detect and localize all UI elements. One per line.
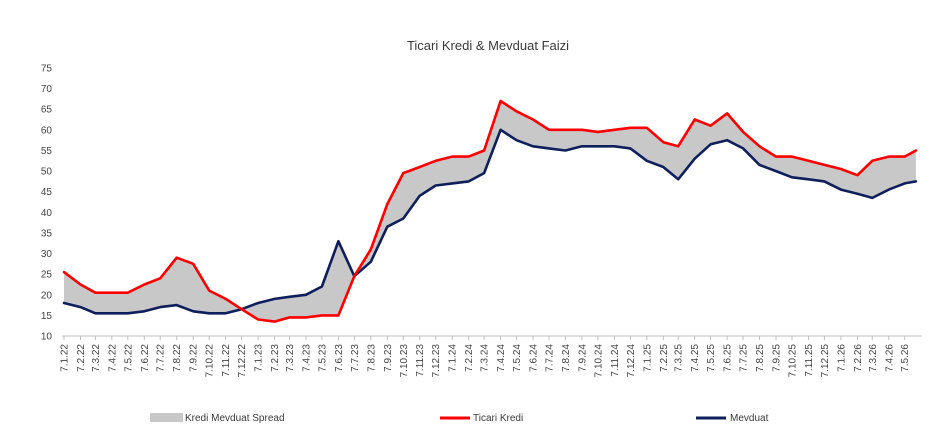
x-tick-label: 7.2.23	[270, 344, 281, 372]
x-tick-label: 7.9.22	[189, 344, 200, 372]
x-tick-label: 7.9.24	[577, 344, 588, 372]
x-tick-label: 7.1.26	[836, 344, 847, 372]
x-tick-label: 7.4.24	[496, 344, 507, 372]
x-tick-label: 7.8.24	[561, 344, 572, 372]
x-tick-label: 7.4.23	[301, 344, 312, 372]
x-tick-label: 7.1.24	[448, 344, 459, 372]
x-tick-label: 7.8.22	[172, 344, 183, 372]
x-tick-label: 7.7.24	[544, 344, 555, 372]
x-tick-label: 7.10.22	[205, 344, 216, 378]
x-tick-label: 7.10.25	[787, 344, 798, 378]
x-tick-label: 7.6.25	[723, 344, 734, 372]
x-tick-label: 7.8.25	[755, 344, 766, 372]
y-tick-label: 70	[41, 84, 53, 95]
series-line-mevduat	[62, 128, 918, 315]
x-tick-label: 7.5.24	[512, 344, 523, 372]
y-tick-label: 50	[41, 167, 53, 178]
y-tick-label: 20	[41, 290, 53, 301]
y-tick-label: 30	[41, 249, 53, 260]
series-line-ticari-kredi	[62, 99, 918, 323]
plot-area	[62, 99, 918, 323]
y-tick-label: 10	[41, 332, 53, 343]
x-tick-label: 7.4.26	[884, 344, 895, 372]
x-tick-label: 7.2.26	[853, 344, 864, 372]
x-tick-label: 7.10.23	[399, 344, 410, 378]
x-tick-label: 7.7.25	[739, 344, 750, 372]
x-tick-label: 7.6.24	[529, 344, 540, 372]
legend-swatch-spread	[150, 413, 183, 422]
y-axis: 10 15 20 25 30 35 40 45 50 55 60 65 70 75	[41, 64, 53, 343]
x-tick-label: 7.1.22	[60, 344, 71, 372]
x-tick-label: 7.11.25	[804, 344, 815, 377]
legend: Kredi Mevduat Spread Ticari Kredi Mevdua…	[150, 413, 769, 424]
x-tick-label: 7.12.24	[626, 344, 637, 378]
x-tick-label: 7.12.23	[431, 344, 442, 378]
x-tick-label: 7.7.23	[350, 344, 361, 372]
y-tick-label: 40	[41, 208, 53, 219]
y-tick-label: 75	[41, 64, 53, 75]
x-tick-label: 7.11.24	[610, 344, 621, 377]
spread-band	[64, 101, 916, 322]
x-tick-label: 7.3.26	[868, 344, 879, 372]
legend-label-spread: Kredi Mevduat Spread	[185, 413, 285, 424]
x-tick-label: 7.6.23	[334, 344, 345, 372]
x-tick-label: 7.3.24	[480, 344, 491, 372]
y-tick-label: 15	[41, 311, 53, 322]
x-tick-label: 7.5.23	[317, 344, 328, 372]
x-tick-label: 7.3.25	[674, 344, 685, 372]
x-tick-label: 7.8.23	[366, 344, 377, 372]
x-tick-label: 7.3.23	[285, 344, 296, 372]
x-tick-label: 7.7.22	[156, 344, 167, 372]
legend-label-mevduat: Mevduat	[730, 413, 769, 424]
y-tick-label: 35	[41, 228, 53, 239]
x-tick-label: 7.2.24	[464, 344, 475, 372]
x-tick-label: 7.4.22	[107, 344, 118, 372]
y-tick-label: 60	[41, 125, 53, 136]
x-tick-label: 7.10.24	[593, 344, 604, 378]
legend-label-ticari-kredi: Ticari Kredi	[473, 413, 523, 424]
x-tick-label: 7.4.25	[690, 344, 701, 372]
x-tick-label: 7.12.25	[820, 344, 831, 378]
x-axis: 7.1.22 7.2.22 7.3.22 7.4.22 7.5.22 7.6.22 7.7.…	[60, 336, 911, 378]
x-tick-label: 7.11.23	[415, 344, 426, 377]
y-tick-label: 55	[41, 146, 53, 157]
x-tick-label: 7.9.25	[772, 344, 783, 372]
x-tick-label: 7.1.23	[254, 344, 265, 372]
x-tick-label: 7.5.22	[123, 344, 134, 372]
y-tick-label: 25	[41, 270, 53, 281]
x-tick-label: 7.9.23	[383, 344, 394, 372]
x-tick-label: 7.6.22	[140, 344, 151, 372]
chart-title: Ticari Kredi & Mevduat Faizi	[407, 38, 569, 53]
x-tick-label: 7.3.22	[91, 344, 102, 372]
x-tick-label: 7.12.22	[237, 344, 248, 378]
y-tick-label: 45	[41, 187, 53, 198]
x-tick-label: 7.1.25	[642, 344, 653, 372]
y-tick-label: 65	[41, 105, 53, 116]
x-tick-label: 7.2.22	[76, 344, 87, 372]
x-tick-label: 7.5.26	[900, 344, 911, 372]
x-tick-label: 7.11.22	[221, 344, 232, 377]
x-tick-label: 7.5.25	[706, 344, 717, 372]
x-tick-label: 7.2.25	[659, 344, 670, 372]
